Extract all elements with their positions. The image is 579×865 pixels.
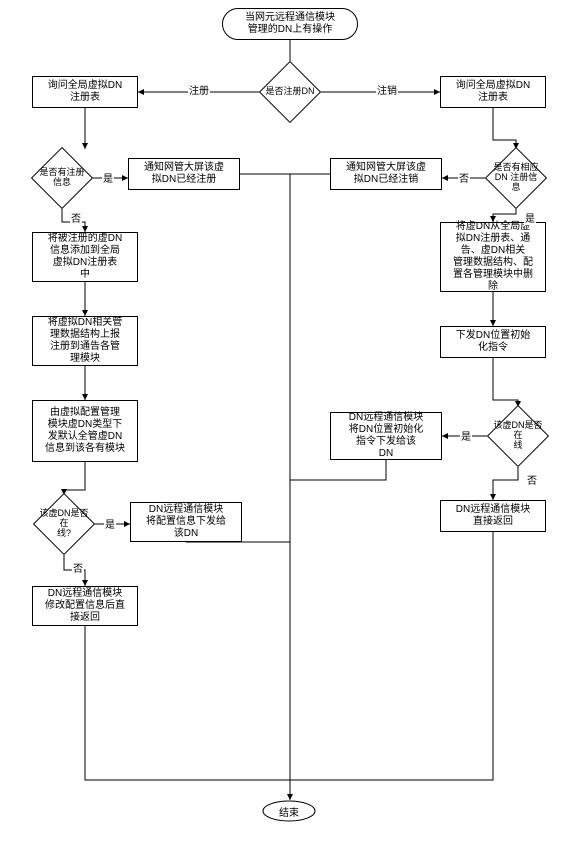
label-reg-no: 注销	[376, 82, 398, 97]
label-exist-r-y: 是	[524, 210, 536, 225]
node-addreg: 将被注册的虚DN信息添加到全局虚拟DN注册表中	[32, 232, 138, 282]
node-notify-l: 通知网管大屏该虚拟DN已经注册	[128, 158, 240, 190]
node-cfgsend: 由虚拟配置管理模块虚DN类型下发默认全管虚DN信息到该各有模块	[32, 400, 138, 462]
node-del: 将虚DN从全局虚拟DN注册表、通告、虚DN相关管理数据结构、配置各管理模块中删除	[440, 222, 546, 292]
label-exist-l-y: 是	[102, 170, 114, 185]
node-d-online-r: 该虚DN是否在线	[496, 414, 540, 458]
node-q-res: 询问全局虚拟DN注册表	[440, 76, 546, 108]
label-exist-r-n: 否	[458, 170, 470, 185]
label-online-l-n: 否	[72, 560, 84, 575]
node-d-online-l: 该虚DN是否在线?	[42, 502, 86, 546]
node-report: 将虚拟DN相关管理数据结构上报注册到通告各管理模块	[32, 316, 138, 366]
node-q-reg: 询问全局虚拟DN注册表	[32, 76, 138, 108]
node-end: 结束	[262, 800, 316, 822]
node-initsend: DN远程通信模块将DN位置初始化指令下发给该DN	[330, 412, 442, 460]
node-d-reg: 是否注册DN	[268, 70, 312, 114]
node-directret: DN远程通信模块直接返回	[440, 500, 546, 532]
label-exist-l-n: 否	[70, 210, 82, 225]
node-reset: 下发DN位置初始化指令	[440, 326, 546, 358]
node-remsend-l: DN远程通信模块将配置信息下发给该DN	[130, 502, 242, 542]
node-start: 当网元远程通信模块管理的DN上有操作	[222, 8, 358, 40]
label-reg-yes: 注册	[188, 82, 210, 97]
label-online-l-y: 是	[104, 516, 116, 531]
node-retmod: DN远程通信模块修改配置信息后直接返回	[32, 586, 138, 626]
label-online-r-n: 否	[526, 472, 538, 487]
label-online-r-y: 是	[460, 428, 472, 443]
node-d-exist-r: 是否有相应DN 注册信息	[494, 156, 538, 200]
node-notify-r: 通知网管大屏该虚拟DN已经注销	[330, 158, 442, 190]
node-d-exist-l: 是否有注册信息	[40, 156, 84, 200]
